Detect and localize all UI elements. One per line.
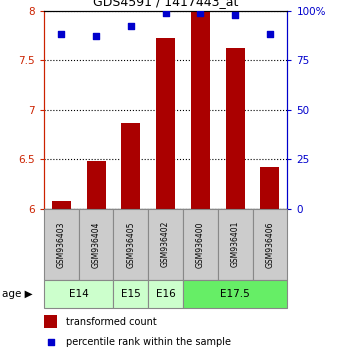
- Text: E16: E16: [156, 289, 175, 299]
- Text: age ▶: age ▶: [2, 289, 32, 299]
- Bar: [44, 315, 57, 328]
- Text: percentile rank within the sample: percentile rank within the sample: [66, 337, 231, 347]
- Bar: [183, 209, 218, 280]
- Point: [48, 339, 53, 345]
- Bar: [44, 209, 79, 280]
- Text: GSM936401: GSM936401: [231, 221, 240, 268]
- Point: [128, 24, 134, 29]
- Text: transformed count: transformed count: [66, 316, 156, 327]
- Point: [198, 10, 203, 16]
- Bar: [218, 209, 252, 280]
- Text: E17.5: E17.5: [220, 289, 250, 299]
- Bar: [121, 122, 140, 209]
- Text: GSM936403: GSM936403: [57, 221, 66, 268]
- Bar: [114, 209, 148, 280]
- Text: E14: E14: [69, 289, 89, 299]
- Bar: [183, 280, 287, 308]
- Bar: [252, 209, 287, 280]
- Bar: [225, 48, 245, 209]
- Point: [58, 32, 64, 37]
- Text: GSM936404: GSM936404: [92, 221, 101, 268]
- Bar: [44, 280, 114, 308]
- Text: GSM936400: GSM936400: [196, 221, 205, 268]
- Bar: [52, 201, 71, 209]
- Bar: [114, 280, 148, 308]
- Bar: [148, 280, 183, 308]
- Point: [93, 34, 99, 39]
- Bar: [191, 11, 210, 209]
- Text: GSM936406: GSM936406: [265, 221, 274, 268]
- Bar: [79, 209, 114, 280]
- Point: [233, 12, 238, 17]
- Text: GSM936402: GSM936402: [161, 221, 170, 268]
- Bar: [260, 167, 280, 209]
- Bar: [156, 38, 175, 209]
- Point: [267, 32, 273, 37]
- Title: GDS4591 / 1417443_at: GDS4591 / 1417443_at: [93, 0, 238, 8]
- Bar: [148, 209, 183, 280]
- Point: [163, 10, 168, 16]
- Text: E15: E15: [121, 289, 141, 299]
- Text: GSM936405: GSM936405: [126, 221, 135, 268]
- Bar: [87, 161, 106, 209]
